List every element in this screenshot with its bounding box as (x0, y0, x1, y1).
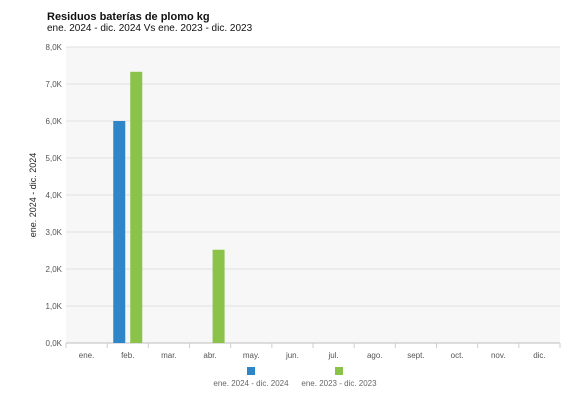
chart-title: Residuos baterías de plomo kg (47, 11, 210, 23)
bar[interactable] (212, 249, 225, 343)
legend[interactable]: ene. 2024 - dic. 2024 ene. 2023 - dic. 20… (213, 367, 377, 388)
x-tick-label: sept. (407, 351, 424, 360)
x-tick-label: nov. (491, 351, 506, 360)
bar[interactable] (130, 71, 143, 343)
x-tick-label: feb. (121, 351, 134, 360)
y-tick-label: 4,0K (46, 191, 63, 200)
x-tick-label: oct. (451, 351, 464, 360)
legend-swatch[interactable] (247, 367, 255, 375)
bars (113, 71, 225, 343)
y-tick-label: 6,0K (46, 117, 63, 126)
y-tick-label: 8,0K (46, 43, 63, 52)
axes: 0,0K 1,0K 2,0K 3,0K 4,0K 5,0K 6,0K 7,0K 8,0K ene.… (46, 43, 561, 360)
x-tick-label: dic. (533, 351, 545, 360)
y-tick-label: 0,0K (46, 339, 63, 348)
legend-label[interactable]: ene. 2024 - dic. 2024 (213, 379, 289, 388)
x-tick-label: abr. (203, 351, 216, 360)
y-tick-label: 3,0K (46, 228, 63, 237)
y-tick-label: 5,0K (46, 154, 63, 163)
x-tick-label: may. (243, 351, 260, 360)
y-axis-title: ene. 2024 - dic. 2024 (28, 153, 38, 238)
x-tick-label: jun. (285, 351, 299, 360)
bar[interactable] (113, 121, 126, 343)
x-tick-label: mar. (161, 351, 177, 360)
x-tick-label: ene. (79, 351, 95, 360)
y-tick-label: 2,0K (46, 265, 63, 274)
y-tick-label: 7,0K (46, 80, 63, 89)
y-tick-label: 1,0K (46, 302, 63, 311)
chart-subtitle: ene. 2024 - dic. 2024 Vs ene. 2023 - dic… (47, 23, 253, 34)
legend-swatch[interactable] (335, 367, 343, 375)
legend-label[interactable]: ene. 2023 - dic. 2023 (301, 379, 377, 388)
x-tick-label: ago. (367, 351, 383, 360)
x-tick-label: jul. (327, 351, 338, 360)
